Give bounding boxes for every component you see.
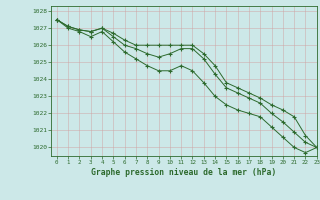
X-axis label: Graphe pression niveau de la mer (hPa): Graphe pression niveau de la mer (hPa) — [92, 168, 276, 177]
